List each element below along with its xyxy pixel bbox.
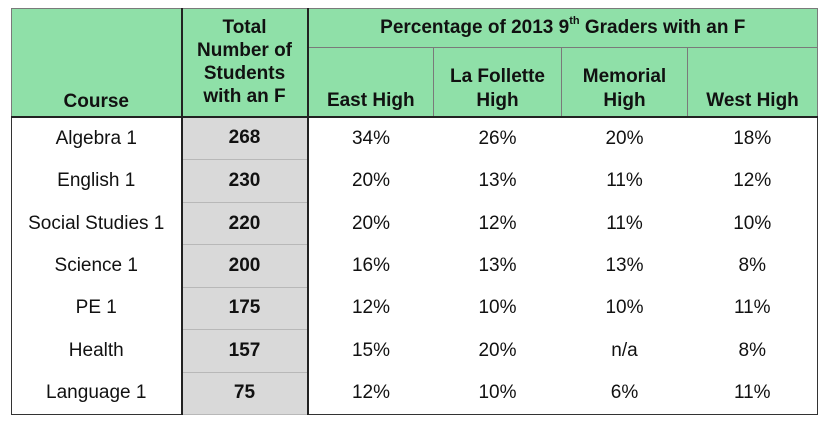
table-row: PE 1 175 12% 10% 10% 11% [12, 287, 818, 331]
course-cell: Science 1 [54, 254, 138, 276]
table-row: Language 1 75 12% 10% 6% 11% [12, 372, 818, 416]
course-cell: PE 1 [75, 297, 117, 319]
west-high-cell: 10% [733, 212, 772, 234]
memorial-high-cell: 10% [605, 297, 644, 319]
memorial-high-cell: 11% [606, 212, 643, 234]
course-cell: Algebra 1 [55, 127, 137, 149]
school-header-memorial-high: Memorial High [561, 47, 688, 117]
percentage-group-header: Percentage of 2013 9th Graders with an F [306, 8, 819, 48]
school-header-east-high: East High [307, 47, 434, 117]
group-header-suffix: Graders with an F [579, 17, 746, 38]
la-follette-high-cell: 13% [478, 254, 517, 276]
total-cell: 157 [180, 329, 309, 373]
total-header-line: with an F [203, 86, 286, 108]
memorial-high-cell: 6% [610, 382, 639, 404]
total-cell: 268 [180, 116, 309, 161]
grades-table: Course Total Number of Students with an … [11, 8, 819, 416]
west-high-cell: 11% [733, 382, 771, 404]
table-row: English 1 230 20% 13% 11% 12% [12, 159, 818, 203]
memorial-high-cell: 13% [605, 254, 644, 276]
total-cell: 200 [180, 244, 309, 288]
memorial-high-cell: 20% [605, 127, 644, 149]
school-header-line: Memorial [582, 65, 667, 87]
west-high-cell: 8% [738, 339, 766, 361]
table-row: Social Studies 1 220 20% 12% 11% 10% [12, 202, 818, 246]
east-high-cell: 20% [351, 170, 391, 192]
school-header-line: La Follette [449, 65, 545, 87]
header-row-top: Course Total Number of Students with an … [11, 8, 819, 117]
memorial-high-cell: n/a [611, 339, 638, 361]
east-high-cell: 12% [351, 382, 391, 404]
west-high-cell: 18% [733, 127, 772, 149]
la-follette-high-cell: 10% [478, 297, 517, 319]
la-follette-high-cell: 13% [478, 170, 517, 192]
total-column-header: Total Number of Students with an F [180, 8, 309, 117]
total-header-line: Number of [197, 40, 292, 62]
course-column-header: Course [11, 8, 182, 117]
memorial-high-cell: 11% [606, 170, 643, 192]
total-header-line: Total [222, 17, 267, 39]
table-row: Algebra 1 268 34% 26% 20% 18% [12, 116, 818, 161]
la-follette-high-cell: 26% [478, 127, 517, 149]
la-follette-high-cell: 20% [478, 339, 517, 361]
table-body: Algebra 1 268 34% 26% 20% 18% English 1 … [12, 116, 818, 416]
course-cell: Social Studies 1 [28, 212, 165, 234]
table-row: Science 1 200 16% 13% 13% 8% [12, 244, 818, 288]
school-header-west-high: West High [686, 47, 819, 117]
west-high-cell: 8% [738, 254, 766, 276]
total-cell: 175 [180, 287, 309, 331]
east-high-cell: 16% [351, 254, 391, 276]
east-high-cell: 20% [351, 212, 391, 234]
school-header-line: High [476, 89, 519, 111]
total-cell: 75 [180, 372, 309, 416]
course-cell: Language 1 [46, 382, 147, 404]
school-header-la-follette-high: La Follette High [433, 47, 562, 117]
east-high-cell: 15% [351, 339, 391, 361]
school-header-line: West High [706, 89, 799, 111]
school-header-line: East High [326, 89, 415, 111]
la-follette-high-cell: 12% [478, 212, 517, 234]
school-header-line: High [603, 89, 646, 111]
group-header-prefix: Percentage of 2013 9 [380, 17, 570, 38]
header-row-schools: East High La Follette High Memorial High… [12, 47, 819, 117]
total-cell: 230 [180, 159, 309, 203]
la-follette-high-cell: 10% [478, 382, 517, 404]
west-high-cell: 11% [733, 297, 771, 319]
total-header-line: Students [203, 63, 286, 85]
course-cell: English 1 [57, 170, 136, 192]
east-high-cell: 34% [351, 127, 391, 149]
course-cell: Health [68, 339, 124, 361]
group-header-sup: th [569, 15, 580, 27]
table-row: Health 157 15% 20% n/a 8% [12, 329, 818, 373]
east-high-cell: 12% [351, 297, 391, 319]
table-header: Course Total Number of Students with an … [11, 8, 819, 117]
west-high-cell: 12% [733, 170, 772, 192]
total-cell: 220 [180, 202, 309, 246]
